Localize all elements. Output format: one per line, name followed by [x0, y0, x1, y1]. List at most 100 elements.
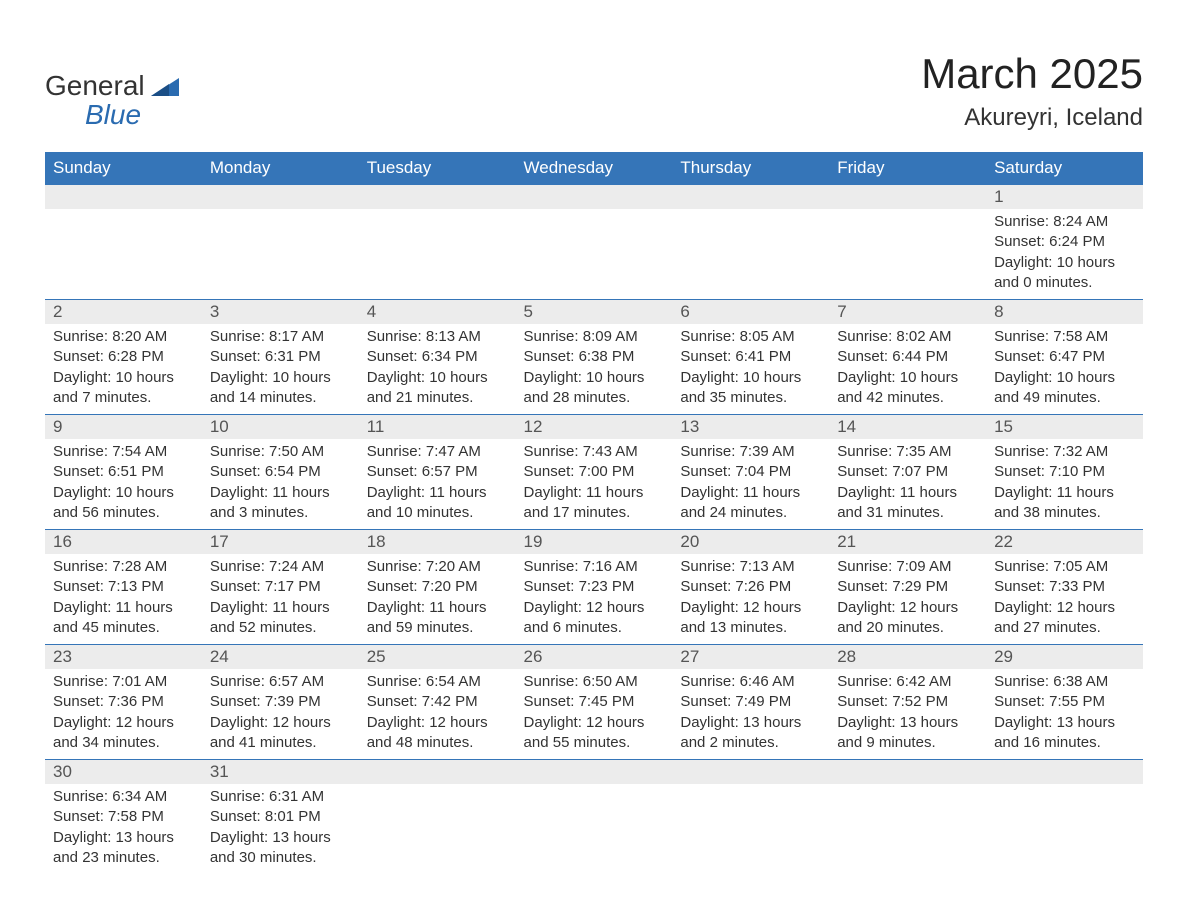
day-detail-cell: Sunrise: 7:54 AMSunset: 6:51 PMDaylight:… [45, 439, 202, 530]
day2-text: and 34 minutes. [53, 733, 194, 753]
sunset-text: Sunset: 7:13 PM [53, 577, 194, 597]
sunset-text: Sunset: 7:00 PM [524, 462, 665, 482]
sunrise-text: Sunrise: 7:09 AM [837, 557, 978, 577]
day1-text: Daylight: 13 hours [53, 828, 194, 848]
day-number: 11 [367, 417, 385, 436]
day-detail-cell: Sunrise: 7:58 AMSunset: 6:47 PMDaylight:… [986, 324, 1143, 415]
brand-name-part1: General [45, 70, 145, 102]
daynum-row: 30 31 [45, 760, 1143, 785]
sunrise-text: Sunrise: 8:02 AM [837, 327, 978, 347]
day-number-cell [45, 185, 202, 210]
day1-text: Daylight: 10 hours [210, 368, 351, 388]
day-number-cell: 28 [829, 645, 986, 670]
sunrise-text: Sunrise: 7:43 AM [524, 442, 665, 462]
day-number: 7 [837, 302, 846, 321]
day-detail-cell: Sunrise: 8:02 AMSunset: 6:44 PMDaylight:… [829, 324, 986, 415]
day-number-cell: 30 [45, 760, 202, 785]
day-detail-cell: Sunrise: 6:42 AMSunset: 7:52 PMDaylight:… [829, 669, 986, 760]
day-number: 17 [210, 532, 229, 551]
day1-text: Daylight: 11 hours [210, 483, 351, 503]
day2-text: and 59 minutes. [367, 618, 508, 638]
day-detail-cell: Sunrise: 8:17 AMSunset: 6:31 PMDaylight:… [202, 324, 359, 415]
day1-text: Daylight: 11 hours [53, 598, 194, 618]
day-number-cell: 22 [986, 530, 1143, 555]
day-number: 24 [210, 647, 229, 666]
sunrise-text: Sunrise: 6:57 AM [210, 672, 351, 692]
day-number: 21 [837, 532, 856, 551]
sunrise-text: Sunrise: 7:50 AM [210, 442, 351, 462]
day2-text: and 10 minutes. [367, 503, 508, 523]
sunrise-text: Sunrise: 8:20 AM [53, 327, 194, 347]
day-number-cell [829, 185, 986, 210]
day-detail-cell: Sunrise: 8:09 AMSunset: 6:38 PMDaylight:… [516, 324, 673, 415]
day1-text: Daylight: 12 hours [210, 713, 351, 733]
day-number-cell: 18 [359, 530, 516, 555]
day-header: Friday [829, 152, 986, 185]
page-header: General Blue March 2025 Akureyri, Icelan… [45, 50, 1143, 132]
day-number-cell: 15 [986, 415, 1143, 440]
day1-text: Daylight: 11 hours [994, 483, 1135, 503]
sunset-text: Sunset: 8:01 PM [210, 807, 351, 827]
day-number-cell: 6 [672, 300, 829, 325]
sunset-text: Sunset: 7:55 PM [994, 692, 1135, 712]
title-block: March 2025 Akureyri, Iceland [921, 50, 1143, 132]
day-number-cell: 14 [829, 415, 986, 440]
sunset-text: Sunset: 7:49 PM [680, 692, 821, 712]
sunrise-text: Sunrise: 6:34 AM [53, 787, 194, 807]
day-number: 10 [210, 417, 229, 436]
day1-text: Daylight: 10 hours [53, 483, 194, 503]
sunrise-text: Sunrise: 7:13 AM [680, 557, 821, 577]
sunrise-text: Sunrise: 7:20 AM [367, 557, 508, 577]
day1-text: Daylight: 10 hours [994, 368, 1135, 388]
day2-text: and 6 minutes. [524, 618, 665, 638]
sunrise-text: Sunrise: 7:05 AM [994, 557, 1135, 577]
sunset-text: Sunset: 7:42 PM [367, 692, 508, 712]
day2-text: and 35 minutes. [680, 388, 821, 408]
day-detail-cell: Sunrise: 6:57 AMSunset: 7:39 PMDaylight:… [202, 669, 359, 760]
day-number-cell: 10 [202, 415, 359, 440]
sunset-text: Sunset: 6:24 PM [994, 232, 1135, 252]
day-detail-cell [359, 209, 516, 300]
day-detail-cell: Sunrise: 6:34 AMSunset: 7:58 PMDaylight:… [45, 784, 202, 874]
day-number: 20 [680, 532, 699, 551]
day-number: 31 [210, 762, 229, 781]
day1-text: Daylight: 13 hours [210, 828, 351, 848]
day-detail-cell: Sunrise: 8:20 AMSunset: 6:28 PMDaylight:… [45, 324, 202, 415]
sunset-text: Sunset: 7:07 PM [837, 462, 978, 482]
sunset-text: Sunset: 6:51 PM [53, 462, 194, 482]
sunset-text: Sunset: 7:29 PM [837, 577, 978, 597]
sunset-text: Sunset: 6:44 PM [837, 347, 978, 367]
day-number-cell: 13 [672, 415, 829, 440]
day1-text: Daylight: 12 hours [680, 598, 821, 618]
sunrise-text: Sunrise: 8:13 AM [367, 327, 508, 347]
day1-text: Daylight: 12 hours [53, 713, 194, 733]
day-number-cell [516, 185, 673, 210]
day-detail-cell [359, 784, 516, 874]
day-number: 1 [994, 187, 1003, 206]
day-detail-cell: Sunrise: 6:38 AMSunset: 7:55 PMDaylight:… [986, 669, 1143, 760]
day2-text: and 20 minutes. [837, 618, 978, 638]
day-number: 4 [367, 302, 376, 321]
day-header: Saturday [986, 152, 1143, 185]
day-detail-cell: Sunrise: 8:13 AMSunset: 6:34 PMDaylight:… [359, 324, 516, 415]
day-number: 18 [367, 532, 386, 551]
day-detail-cell: Sunrise: 7:20 AMSunset: 7:20 PMDaylight:… [359, 554, 516, 645]
day2-text: and 2 minutes. [680, 733, 821, 753]
day-number-cell: 8 [986, 300, 1143, 325]
day-detail-cell: Sunrise: 7:47 AMSunset: 6:57 PMDaylight:… [359, 439, 516, 530]
day1-text: Daylight: 10 hours [680, 368, 821, 388]
sunset-text: Sunset: 7:10 PM [994, 462, 1135, 482]
sunrise-text: Sunrise: 8:17 AM [210, 327, 351, 347]
day-number-cell [672, 760, 829, 785]
sunset-text: Sunset: 6:34 PM [367, 347, 508, 367]
day-number-cell: 7 [829, 300, 986, 325]
details-row: Sunrise: 8:24 AMSunset: 6:24 PMDaylight:… [45, 209, 1143, 300]
details-row: Sunrise: 7:54 AMSunset: 6:51 PMDaylight:… [45, 439, 1143, 530]
day2-text: and 28 minutes. [524, 388, 665, 408]
day-number: 12 [524, 417, 543, 436]
day-number: 13 [680, 417, 699, 436]
day2-text: and 21 minutes. [367, 388, 508, 408]
day2-text: and 0 minutes. [994, 273, 1135, 293]
sunset-text: Sunset: 7:17 PM [210, 577, 351, 597]
day-number-cell: 23 [45, 645, 202, 670]
